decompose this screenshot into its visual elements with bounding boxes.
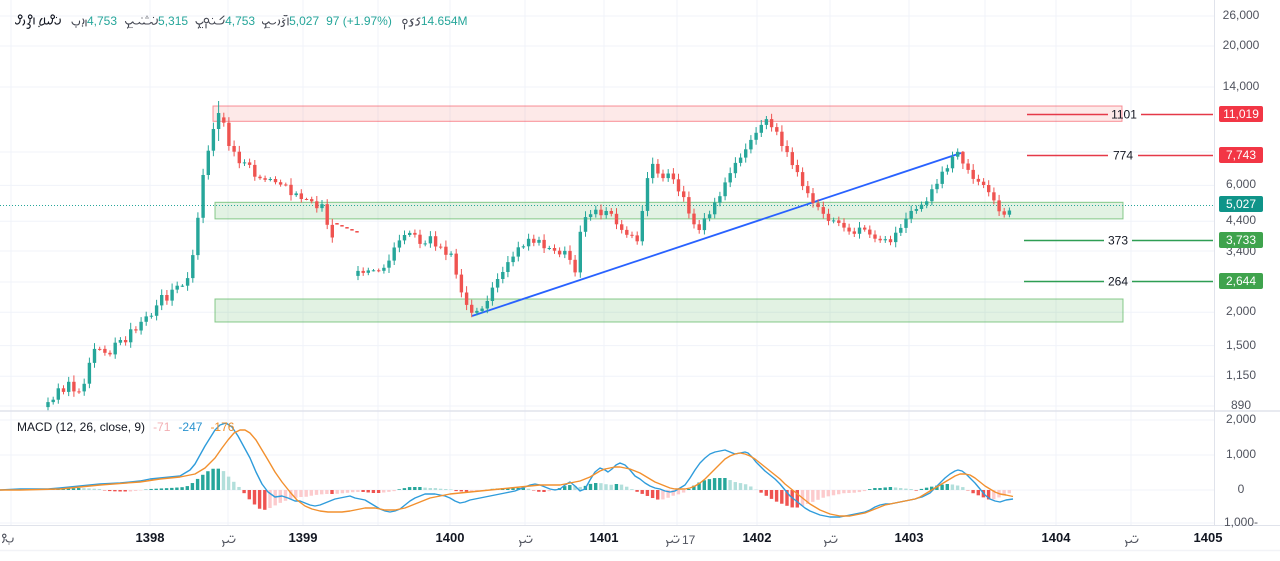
svg-text:774: 774 <box>1113 149 1133 163</box>
svg-text:264: 264 <box>1108 275 1128 289</box>
svg-text:1101: 1101 <box>1111 108 1137 122</box>
svg-text:373: 373 <box>1108 234 1128 248</box>
